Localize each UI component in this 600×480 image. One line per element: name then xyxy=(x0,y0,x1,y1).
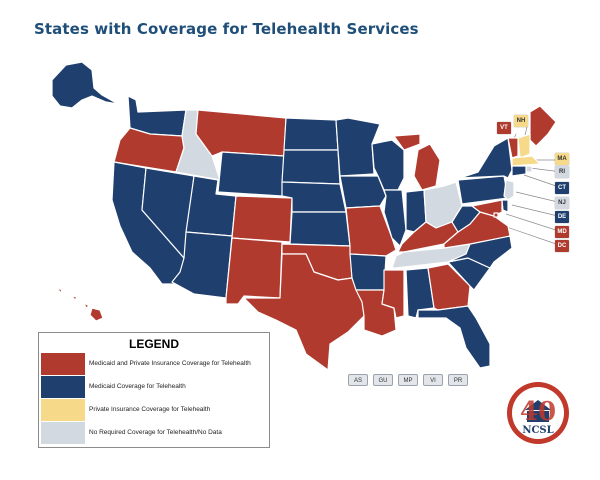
legend-label: Medicaid Coverage for Telehealth xyxy=(89,383,186,390)
state-tag: MA xyxy=(555,153,569,165)
legend: LEGEND Medicaid and Private Insurance Co… xyxy=(38,332,270,448)
territory-button-pr[interactable]: PR xyxy=(448,374,468,386)
state-ME xyxy=(529,105,557,147)
legend-item: Medicaid and Private Insurance Coverage … xyxy=(41,353,267,375)
legend-label: No Required Coverage for Telehealth/No D… xyxy=(89,429,222,436)
territory-button-gu[interactable]: GU xyxy=(373,374,393,386)
logo-text: NCSL xyxy=(522,425,553,436)
state-FL xyxy=(417,305,491,369)
territory-button-vi[interactable]: VI xyxy=(423,374,443,386)
legend-label: Medicaid and Private Insurance Coverage … xyxy=(89,360,251,367)
legend-swatch xyxy=(41,399,85,421)
logo-number: 40 xyxy=(520,397,556,427)
state-tag: DE xyxy=(555,211,569,223)
state-DE xyxy=(501,199,509,213)
legend-label: Private Insurance Coverage for Telehealt… xyxy=(89,406,211,413)
ncsl-logo: 40 NCSL xyxy=(507,382,569,444)
state-NE xyxy=(281,181,347,213)
state-RI xyxy=(525,165,533,173)
legend-swatch xyxy=(41,422,85,444)
state-tag: VT xyxy=(497,122,511,134)
state-VT xyxy=(507,137,519,159)
legend-item: Medicaid Coverage for Telehealth xyxy=(41,376,267,398)
state-MI xyxy=(393,133,441,191)
state-ND xyxy=(283,117,339,151)
territory-button-mp[interactable]: MP xyxy=(398,374,418,386)
legend-item: Private Insurance Coverage for Telehealt… xyxy=(41,399,267,421)
state-tag: MD xyxy=(555,226,569,238)
state-MS xyxy=(381,269,405,319)
state-CO xyxy=(231,195,293,243)
state-MA xyxy=(511,155,541,167)
state-MO xyxy=(345,205,397,257)
state-tag: RI xyxy=(555,166,569,178)
state-IA xyxy=(339,175,387,209)
legend-title: LEGEND xyxy=(128,337,179,351)
legend-swatch xyxy=(41,376,85,398)
state-KY xyxy=(397,221,459,253)
capitol-icon xyxy=(525,400,551,422)
state-tag: CT xyxy=(555,182,569,194)
state-NY xyxy=(459,137,513,179)
state-HI xyxy=(57,287,104,322)
territory-button-as[interactable]: AS xyxy=(348,374,368,386)
state-tag: DC xyxy=(555,240,569,252)
state-TX xyxy=(243,253,365,371)
state-NM xyxy=(225,237,283,305)
state-NH xyxy=(517,133,531,159)
state-SD xyxy=(281,149,341,185)
legend-item: No Required Coverage for Telehealth/No D… xyxy=(41,422,267,444)
legend-swatch xyxy=(41,353,85,375)
leader-lines xyxy=(497,126,563,247)
state-tag: NH xyxy=(514,115,528,127)
state-NJ xyxy=(503,179,515,201)
page-title: States with Coverage for Telehealth Serv… xyxy=(34,20,419,38)
state-tag: NJ xyxy=(555,197,569,209)
state-WY xyxy=(217,151,285,197)
state-KS xyxy=(289,211,351,247)
state-IL xyxy=(383,189,407,247)
state-DC xyxy=(493,212,499,218)
state-AK xyxy=(51,61,119,109)
state-CT xyxy=(511,165,527,177)
state-AR xyxy=(349,253,387,291)
state-MT xyxy=(195,109,287,157)
